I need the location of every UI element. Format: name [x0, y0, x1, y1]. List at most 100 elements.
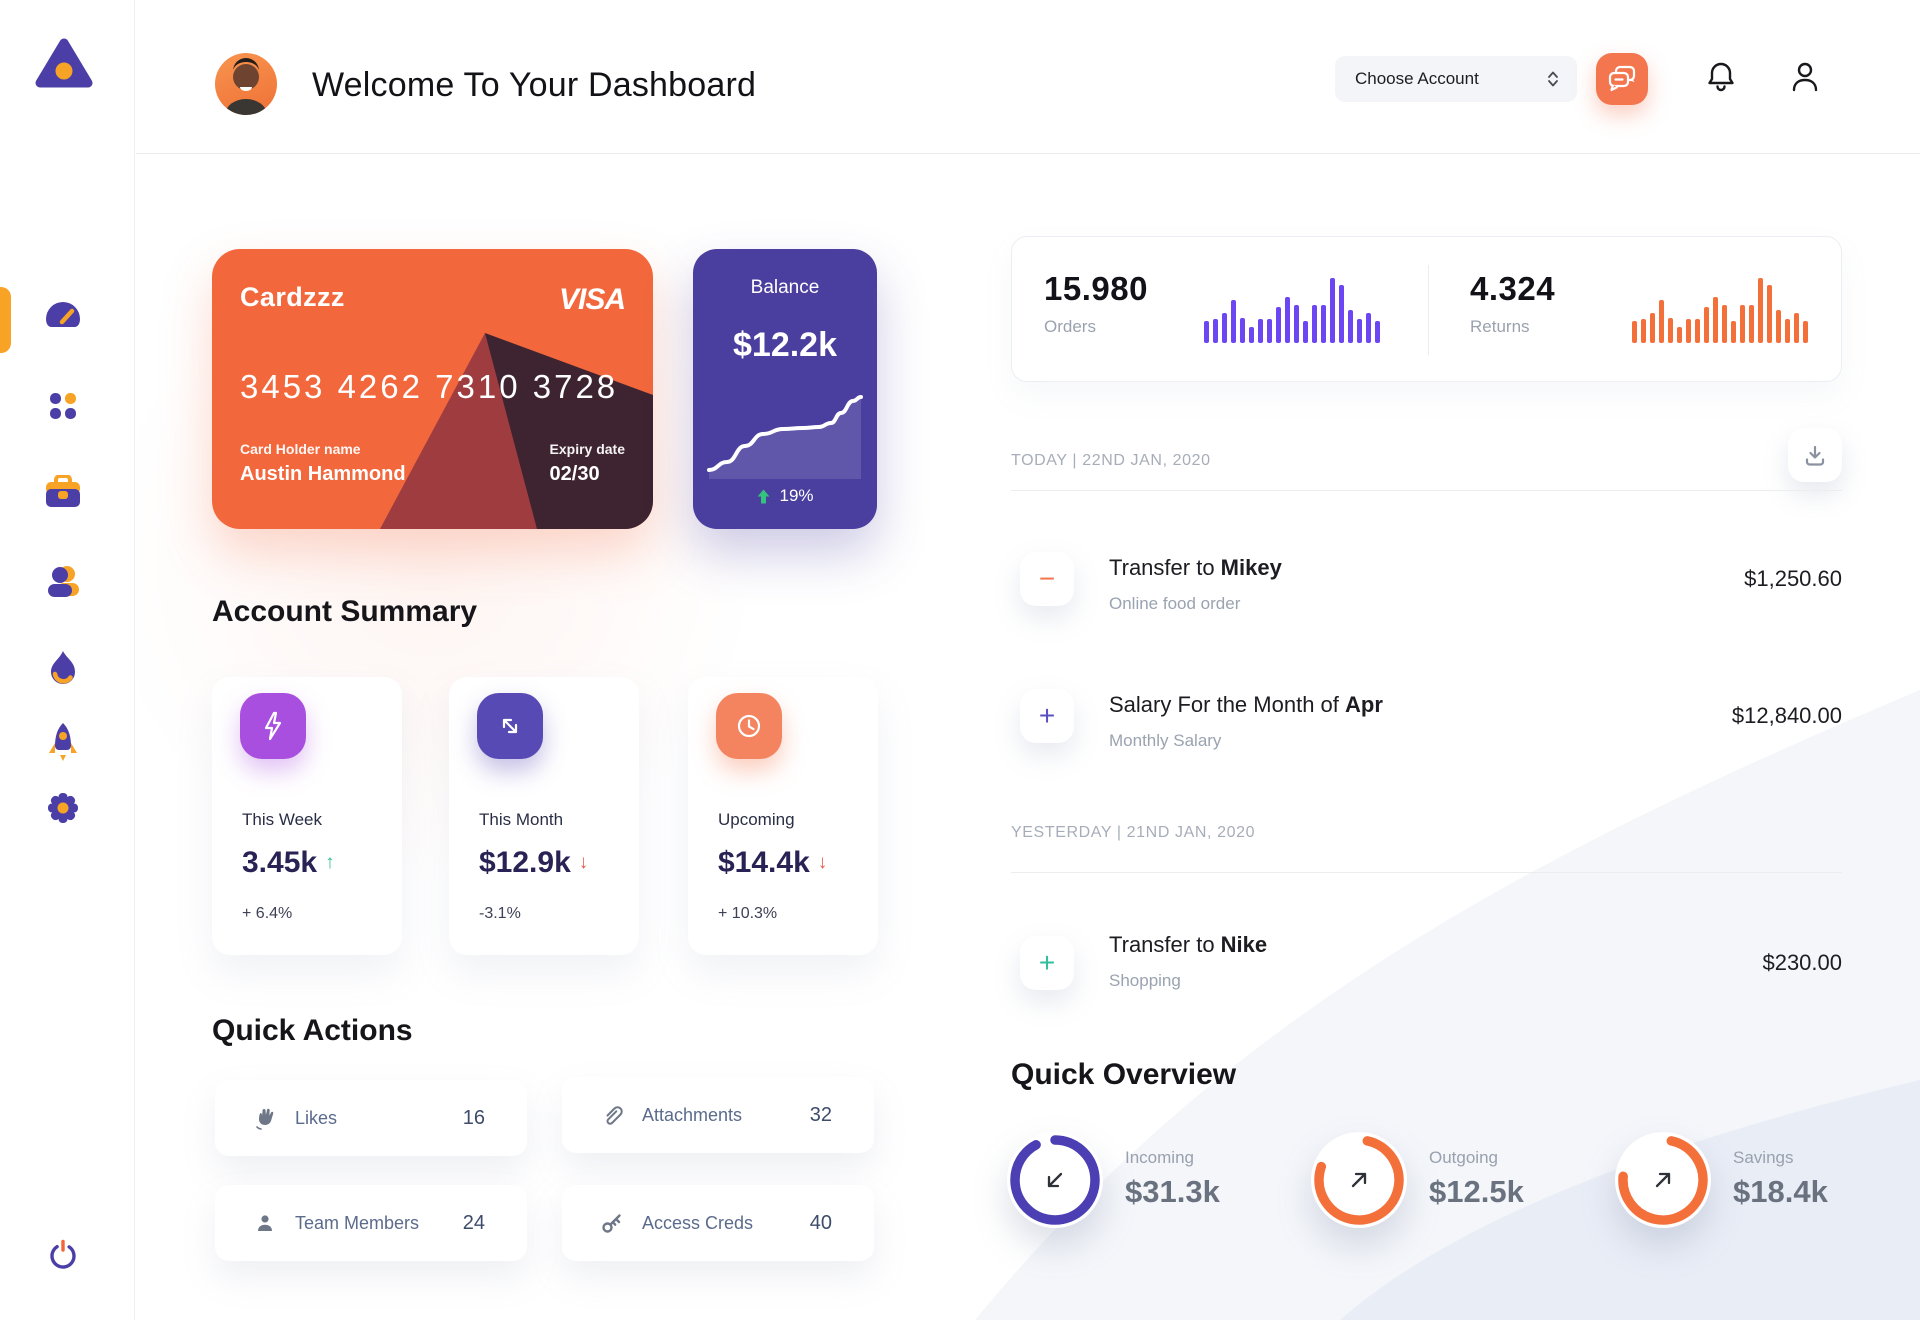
transaction-row[interactable]: + Transfer to Nike Shopping $230.00 — [1011, 932, 1842, 992]
transaction-row[interactable]: + Salary For the Month of Apr Monthly Sa… — [1011, 689, 1842, 750]
user-avatar — [215, 53, 277, 115]
sidebar-item-dashboard[interactable] — [41, 294, 85, 338]
quick-action-label: Access Creds — [642, 1212, 754, 1233]
download-icon — [1805, 445, 1825, 466]
page-title: Welcome To Your Dashboard — [312, 66, 757, 104]
sidebar-item-apps[interactable] — [41, 384, 85, 428]
transactions-divider — [1011, 872, 1842, 873]
quick-action-attachments[interactable]: Attachments 32 — [562, 1077, 874, 1153]
transaction-title: Salary For the Month of Apr — [1109, 692, 1383, 717]
paperclip-icon — [600, 1103, 624, 1127]
orders-label: Orders — [1044, 317, 1096, 336]
stats-divider — [1428, 265, 1429, 355]
quick-action-label: Team Members — [295, 1212, 420, 1233]
quick-action-likes[interactable]: Likes 16 — [215, 1080, 527, 1156]
messages-button[interactable] — [1596, 53, 1648, 105]
transaction-amount: $12,840.00 — [1731, 703, 1842, 728]
download-button[interactable] — [1788, 428, 1842, 482]
quick-action-access-creds[interactable]: Access Creds 40 — [562, 1185, 874, 1261]
summary-card-this-week: This Week 3.45k ↑ + 6.4% — [212, 677, 402, 955]
card-holder-label: Card Holder name — [240, 441, 361, 457]
key-icon — [600, 1211, 624, 1235]
credit-card-name: Cardzzz — [240, 282, 345, 312]
power-icon — [50, 1239, 76, 1269]
summary-value: $12.9k — [479, 846, 571, 879]
sidebar-item-contacts[interactable] — [41, 559, 85, 603]
summary-delta: + 6.4% — [242, 905, 293, 922]
sidebar-item-portfolio[interactable] — [41, 470, 85, 514]
member-icon — [253, 1211, 277, 1235]
summary-delta: -3.1% — [479, 905, 521, 922]
trend-down-icon: ↓ — [578, 852, 589, 873]
summary-label: Upcoming — [718, 810, 795, 829]
quick-action-label: Likes — [295, 1107, 338, 1128]
trend-down-icon: ↓ — [817, 852, 828, 873]
quick-action-count: 24 — [462, 1211, 485, 1234]
orders-value: 15.980 — [1044, 270, 1148, 307]
balance-label: Balance — [750, 277, 820, 298]
overview-label: Savings — [1733, 1148, 1794, 1167]
lightning-icon — [240, 693, 306, 759]
wave-hand-icon — [253, 1106, 277, 1130]
gear-icon — [48, 793, 78, 823]
overview-value: $12.5k — [1429, 1174, 1524, 1209]
sidebar-item-boost[interactable] — [41, 720, 85, 764]
sidebar-item-trending[interactable] — [41, 646, 85, 690]
overview-value: $18.4k — [1733, 1174, 1828, 1209]
header-divider — [136, 153, 1920, 154]
diagonal-arrows-icon — [477, 693, 543, 759]
plus-sign-icon: + — [1020, 689, 1074, 743]
expiry-value: 02/30 — [549, 463, 600, 485]
summary-value: 3.45k — [242, 846, 318, 879]
app-logo[interactable] — [34, 36, 94, 92]
savings-ring-chart — [1618, 1135, 1708, 1225]
stats-card: 15.980 Orders 4.324 Returns — [1011, 236, 1842, 382]
briefcase-icon — [46, 475, 80, 507]
transaction-subtitle: Shopping — [1109, 971, 1181, 990]
sidebar-item-settings[interactable] — [41, 786, 85, 830]
trend-up-icon: ↑ — [325, 852, 335, 873]
transaction-row[interactable]: − Transfer to Mikey Online food order $1… — [1011, 552, 1842, 613]
transactions-divider — [1011, 490, 1842, 491]
profile-button[interactable] — [1788, 60, 1822, 94]
overview-value: $31.3k — [1125, 1174, 1220, 1209]
rocket-icon — [49, 723, 77, 761]
quick-action-count: 16 — [462, 1106, 485, 1129]
gauge-icon — [46, 302, 80, 327]
user-icon — [48, 566, 79, 597]
selector-chevrons-icon — [1548, 71, 1558, 87]
transaction-title: Transfer to Nike — [1109, 932, 1268, 957]
transaction-amount: $1,250.60 — [1744, 566, 1842, 591]
flame-icon — [51, 651, 75, 684]
sidebar-active-indicator — [0, 287, 11, 353]
card-holder-name: Austin Hammond — [240, 463, 406, 485]
overview-label: Outgoing — [1429, 1148, 1498, 1167]
quick-action-count: 40 — [809, 1211, 832, 1234]
quick-action-team-members[interactable]: Team Members 24 — [215, 1185, 527, 1261]
summary-delta: + 10.3% — [718, 905, 778, 922]
grid-icon — [50, 393, 76, 419]
credit-card-art — [380, 333, 653, 529]
minus-sign-icon: − — [1020, 552, 1074, 606]
outgoing-ring-chart — [1314, 1135, 1404, 1225]
credit-card: Cardzzz VISA 3453 4262 7310 3728 Card Ho… — [212, 249, 653, 529]
sidebar-item-logout[interactable] — [41, 1233, 85, 1277]
transaction-amount: $230.00 — [1762, 950, 1842, 975]
balance-value: $12.2k — [733, 326, 837, 364]
returns-label: Returns — [1470, 317, 1530, 336]
summary-card-this-month: This Month $12.9k ↓ -3.1% — [449, 677, 639, 955]
orders-bar-chart — [1204, 277, 1380, 343]
account-selector-label: Choose Account — [1355, 69, 1479, 88]
account-selector[interactable]: Choose Account — [1335, 56, 1577, 102]
notifications-button[interactable] — [1704, 60, 1738, 94]
returns-bar-chart — [1632, 277, 1808, 343]
date-label-today: TODAY | 22ND JAN, 2020 — [1011, 452, 1211, 469]
credit-card-number: 3453 4262 7310 3728 — [240, 368, 619, 405]
person-icon — [1792, 62, 1818, 92]
summary-value: $14.4k — [718, 846, 810, 879]
arrow-up-right-icon — [1346, 1167, 1372, 1198]
visa-logo: VISA — [558, 283, 626, 316]
quick-actions-heading: Quick Actions — [212, 1014, 413, 1047]
overview-label: Incoming — [1125, 1148, 1194, 1167]
